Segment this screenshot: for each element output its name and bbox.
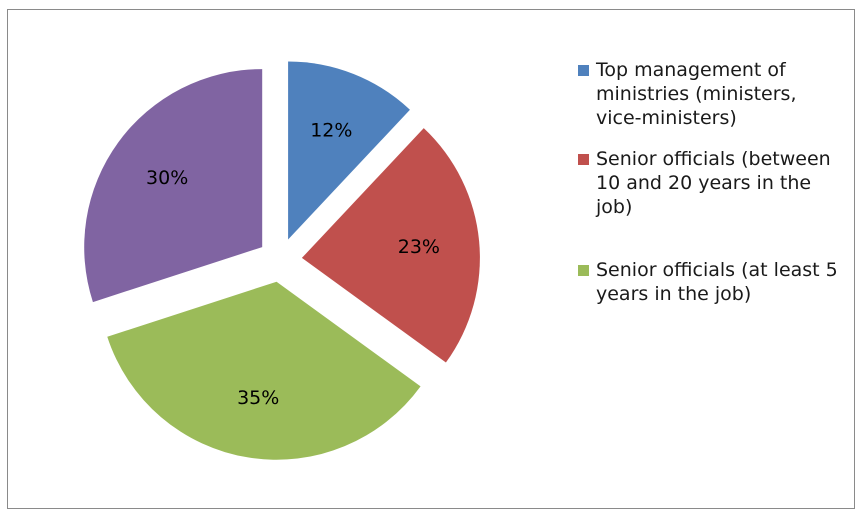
pie-data-label-0: 12%	[310, 119, 352, 141]
legend-label-senior-5: Senior officials (at least 5 years in th…	[596, 259, 838, 305]
pie-slice-1	[301, 128, 480, 363]
pie-slice-2	[107, 281, 421, 460]
legend-swatch-senior-5	[578, 265, 589, 276]
pie-data-label-2: 35%	[237, 387, 279, 409]
legend-item-senior-10-20: Senior officials (between 10 and 20 year…	[578, 147, 848, 219]
legend-item-senior-5: Senior officials (at least 5 years in th…	[578, 258, 848, 306]
pie-data-label-3: 30%	[146, 167, 188, 189]
legend-swatch-top-management	[578, 65, 589, 76]
pie-data-label-1: 23%	[398, 236, 440, 258]
pie-slice-0	[288, 61, 410, 240]
legend-swatch-senior-10-20	[578, 154, 589, 165]
pie-slices	[84, 61, 480, 460]
pie-slice-3	[84, 69, 263, 303]
legend-label-top-management: Top management of ministries (ministers,…	[596, 59, 797, 129]
legend-label-senior-10-20: Senior officials (between 10 and 20 year…	[596, 148, 831, 218]
pie-data-labels: 12% 23% 35% 30%	[146, 119, 440, 408]
legend: Top management of ministries (ministers,…	[578, 58, 848, 306]
legend-item-top-management: Top management of ministries (ministers,…	[578, 58, 848, 130]
